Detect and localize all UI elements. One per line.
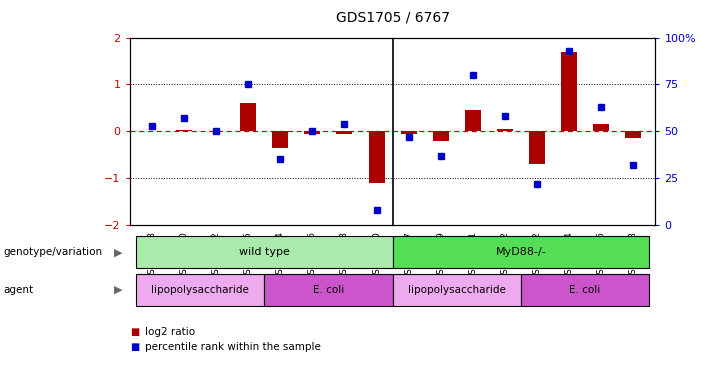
Bar — [273, 131, 288, 148]
Bar — [176, 130, 192, 131]
Bar — [497, 129, 512, 131]
Bar — [593, 124, 609, 131]
Bar — [400, 131, 416, 134]
Bar — [369, 131, 385, 183]
Bar — [625, 131, 641, 138]
Text: log2 ratio: log2 ratio — [145, 327, 196, 337]
Text: ■: ■ — [130, 327, 139, 337]
Bar — [136, 236, 393, 268]
Text: lipopolysaccharide: lipopolysaccharide — [408, 285, 505, 295]
Text: MyD88-/-: MyD88-/- — [496, 247, 546, 257]
Bar — [433, 131, 449, 141]
Text: genotype/variation: genotype/variation — [4, 247, 102, 257]
Text: E. coli: E. coli — [569, 285, 601, 295]
Text: ■: ■ — [130, 342, 139, 352]
Bar — [393, 236, 649, 268]
Text: ▶: ▶ — [114, 285, 123, 295]
Bar — [336, 131, 353, 134]
Bar — [465, 110, 481, 131]
Text: GDS1705 / 6767: GDS1705 / 6767 — [336, 10, 449, 24]
Bar — [240, 103, 257, 131]
Text: agent: agent — [4, 285, 34, 295]
Text: lipopolysaccharide: lipopolysaccharide — [151, 285, 249, 295]
Text: E. coli: E. coli — [313, 285, 344, 295]
Bar — [529, 131, 545, 164]
Bar — [561, 52, 577, 131]
Bar — [264, 274, 393, 306]
Bar — [393, 274, 521, 306]
Bar — [304, 131, 320, 134]
Text: percentile rank within the sample: percentile rank within the sample — [145, 342, 321, 352]
Text: wild type: wild type — [239, 247, 290, 257]
Bar — [136, 274, 264, 306]
Text: ▶: ▶ — [114, 247, 123, 257]
Bar — [521, 274, 649, 306]
